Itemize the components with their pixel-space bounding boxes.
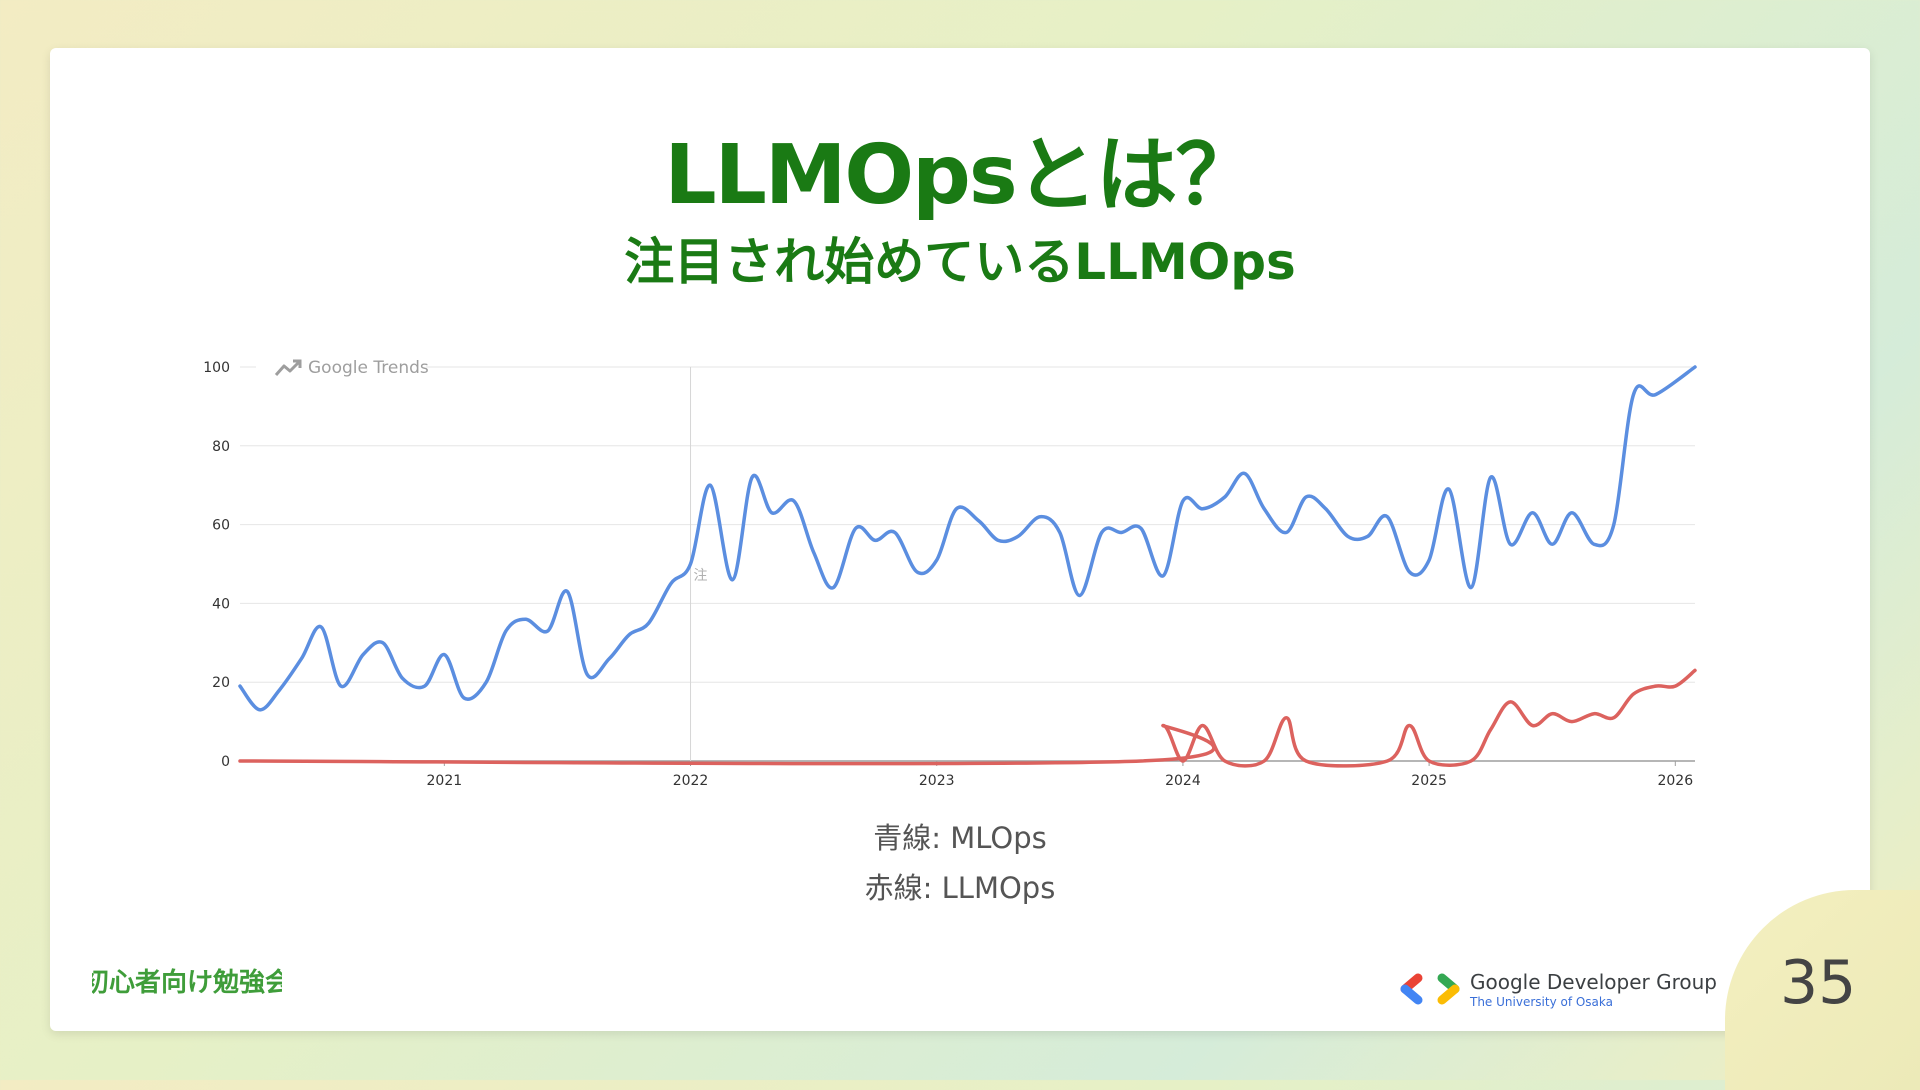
trends-chart: 0 20 40 60 80 100 Google Trends 注 2021 2022 2023 20… bbox=[203, 353, 1697, 785]
event-logo: 初心者向け勉強会 bbox=[80, 958, 294, 1002]
event-logo-art: 初心者向け勉強会 bbox=[80, 964, 294, 1001]
x-tick-label-2022: 2022 bbox=[673, 773, 709, 785]
slide-title: LLMOpsとは？ bbox=[664, 128, 1257, 223]
x-tick-label-2025: 2025 bbox=[1411, 773, 1447, 785]
trend-arrowhead-icon bbox=[293, 359, 302, 368]
annotation-label: 注 bbox=[694, 568, 708, 584]
event-logo-text: 初心者向け勉強会 bbox=[92, 967, 282, 998]
series-line-llmops bbox=[238, 668, 1697, 768]
legend-mlops: 青線: MLOps bbox=[873, 821, 1047, 855]
gdg-name: Google Developer Group bbox=[1470, 970, 1717, 994]
x-tick-label-2024: 2024 bbox=[1165, 773, 1201, 785]
slide-subtitle: 注目され始めているLLMOps bbox=[624, 233, 1296, 291]
series-line-mlops bbox=[238, 365, 1697, 712]
watermark-label: Google Trends bbox=[308, 358, 429, 378]
x-tick-label-2023: 2023 bbox=[919, 773, 955, 785]
page-number: 35 bbox=[1780, 948, 1857, 1018]
x-tick-label-2021: 2021 bbox=[427, 773, 463, 785]
y-tick-label-0: 0 bbox=[221, 754, 230, 770]
legend-llmops: 赤線: LLMOps bbox=[864, 871, 1056, 905]
y-tick-label-40: 40 bbox=[212, 596, 230, 612]
gdg-subtitle: The University of Osaka bbox=[1470, 995, 1614, 1009]
trend-arrow-icon bbox=[274, 359, 302, 376]
slide-card bbox=[50, 48, 1870, 1031]
x-tick-label-2026: 2026 bbox=[1657, 773, 1693, 785]
y-tick-label-80: 80 bbox=[212, 439, 230, 455]
gdg-brackets-icon bbox=[1400, 973, 1460, 1005]
y-tick-label-20: 20 bbox=[212, 675, 230, 691]
gdg-logo: Google Developer Group The University of… bbox=[1398, 965, 1717, 1015]
y-tick-label-100: 100 bbox=[203, 360, 230, 376]
y-tick-label-60: 60 bbox=[212, 518, 230, 534]
